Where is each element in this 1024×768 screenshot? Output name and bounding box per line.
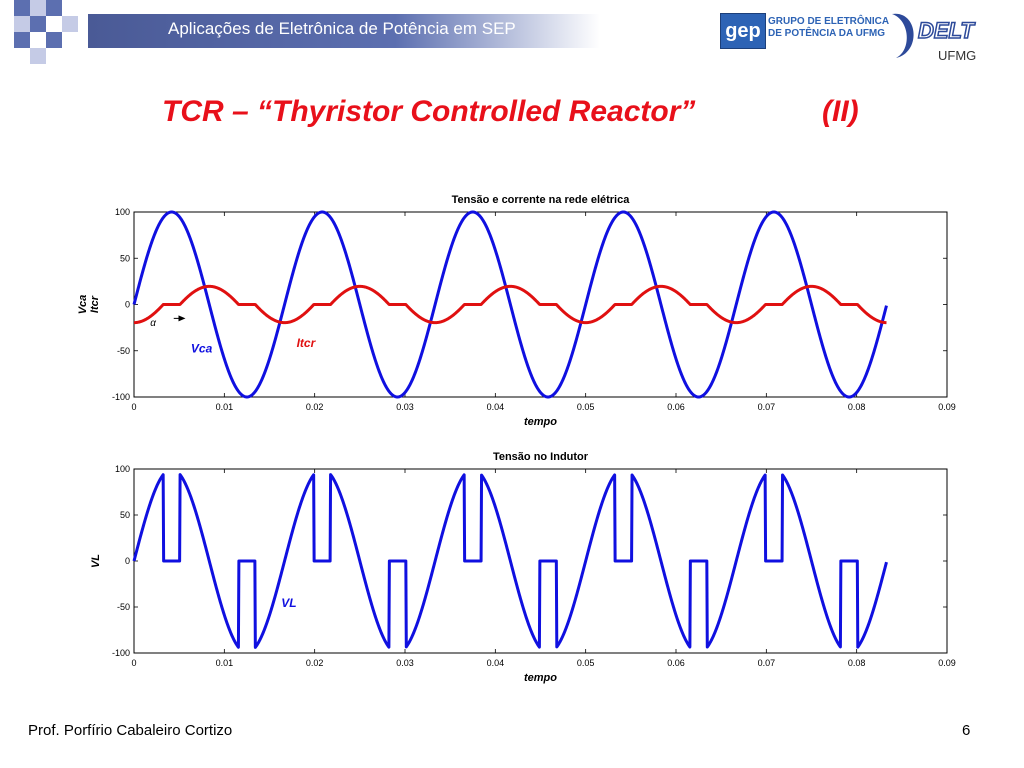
gep-group-name: GRUPO DE ELETRÔNICA DE POTÊNCIA DA UFMG: [768, 16, 889, 40]
page-number: 6: [962, 722, 971, 739]
chart-1-xtick-label: 0.09: [938, 658, 956, 668]
footer-author: Prof. Porfírio Cabaleiro Cortizo: [28, 722, 233, 739]
header-bar: [88, 14, 600, 48]
delt-logo-text: DELT: [918, 18, 975, 43]
chart-0-ytick-label: 0: [125, 300, 130, 310]
chart-0-ytick-label: 100: [115, 207, 130, 217]
chart-1-xtick-label: 0.04: [487, 658, 505, 668]
gep-group-line-1: GRUPO DE ELETRÔNICA: [768, 16, 890, 27]
logo-square-6: [62, 16, 78, 32]
logo-square-4: [14, 16, 30, 32]
chart-1-xtick-label: 0.05: [577, 658, 595, 668]
slide-title-part: (II): [822, 95, 859, 128]
chart-1-xtick-label: 0.03: [396, 658, 414, 668]
chart-1-xtick-label: 0.08: [848, 658, 866, 668]
chart-0-annotation-itcr: Itcr: [297, 336, 317, 350]
chart-1-annotation-vl: VL: [281, 596, 296, 610]
logo-square-1: [14, 0, 30, 16]
chart-0-xtick-label: 0.08: [848, 402, 866, 412]
delt-logo: DELT UFMG: [892, 13, 976, 63]
chart-0-annotation-alpha: α: [150, 318, 156, 329]
chart-1-xtick-label: 0.06: [667, 658, 685, 668]
chart-1-ytick-label: 100: [115, 464, 130, 474]
chart-1-xlabel: tempo: [524, 672, 557, 684]
chart-1-ytick-label: 0: [125, 556, 130, 566]
slide-title: TCR – “Thyristor Controlled Reactor” (II…: [0, 95, 1024, 135]
chart-1-xtick-label: 0.01: [216, 658, 234, 668]
gep-group-line-2: DE POTÊNCIA DA UFMG: [768, 28, 886, 39]
chart-0-xtick-label: 0.03: [396, 402, 414, 412]
chart-0-series-itcr: [132, 284, 888, 325]
chart-1-series-vl: [132, 473, 888, 649]
logo-square-7: [14, 32, 30, 48]
gep-logo: gep: [720, 13, 766, 49]
chart-0-ylabel: Itcr: [89, 295, 101, 313]
logo-square-2: [30, 0, 46, 16]
chart-0-xtick-label: 0.02: [306, 402, 324, 412]
chart-1-ylabel: VL: [90, 554, 102, 568]
chart-1-xtick-label: 0.02: [306, 658, 324, 668]
logo-square-5: [30, 16, 46, 32]
chart-0-alpha-arrowhead: [178, 315, 186, 322]
chart-1-title: Tensão no Indutor: [493, 451, 589, 463]
chart-0-xtick-label: 0.01: [216, 402, 234, 412]
chart-0-xtick-label: 0.07: [758, 402, 776, 412]
chart-0-xtick-label: 0: [131, 402, 136, 412]
chart-1-xtick-label: 0: [131, 658, 136, 668]
chart-0-ytick-label: 50: [120, 253, 130, 263]
chart-1-ytick-label: 50: [120, 510, 130, 520]
chart-1-xtick-label: 0.07: [758, 658, 776, 668]
chart-0-xtick-label: 0.09: [938, 402, 956, 412]
chart-0-xlabel: tempo: [524, 416, 557, 428]
chart-0-series-vca: [132, 210, 888, 399]
chart-0-xtick-label: 0.04: [487, 402, 505, 412]
chart-0-xtick-label: 0.05: [577, 402, 595, 412]
header-title: Aplicações de Eletrônica de Potência em …: [168, 19, 516, 38]
chart-0-title: Tensão e corrente na rede elétrica: [452, 194, 631, 206]
chart-0-xtick-label: 0.06: [667, 402, 685, 412]
chart-1-ytick-label: -100: [112, 648, 130, 658]
logo-square-8: [46, 32, 62, 48]
chart-0-ytick-label: -50: [117, 346, 130, 356]
chart-0-ytick-label: -100: [112, 392, 130, 402]
logo-square-9: [30, 48, 46, 64]
chart-0-annotation-vca: Vca: [191, 342, 213, 356]
ufmg-logo-text: UFMG: [938, 48, 976, 63]
chart-1-ytick-label: -50: [117, 602, 130, 612]
logo-square-3: [46, 0, 62, 16]
charts-figure: 0 0.01 0.02 0.03 0.04 0.05 0.06 0.07 0.08 0.09 100…: [77, 194, 956, 684]
chart-0-ylabel: Vca: [77, 295, 89, 315]
slide-title-main: TCR – “Thyristor Controlled Reactor”: [162, 95, 696, 128]
